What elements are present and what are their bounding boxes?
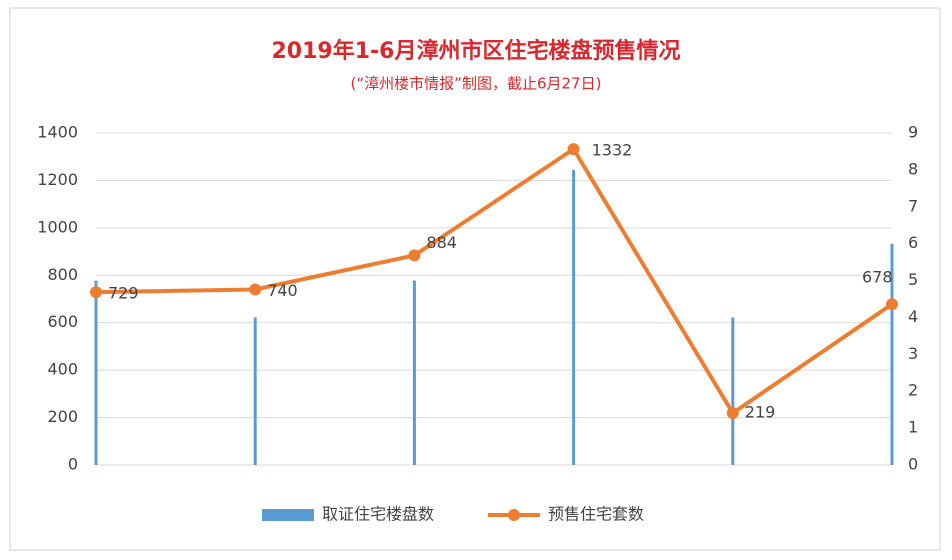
y-tick-label: 0 xyxy=(68,455,78,474)
bar xyxy=(572,169,576,465)
data-label: 729 xyxy=(108,284,139,303)
data-label: 884 xyxy=(426,233,457,252)
legend-label: 预售住宅套数 xyxy=(548,505,644,524)
bar xyxy=(253,317,257,465)
y2-tick-label: 7 xyxy=(908,196,918,215)
chart-subtitle: (“漳州楼市情报”制图，截止6月27日) xyxy=(351,75,602,93)
point xyxy=(408,249,421,262)
legend-label: 取证住宅楼盘数 xyxy=(322,505,434,524)
bar xyxy=(412,280,416,465)
point xyxy=(726,407,739,420)
y2-tick-label: 9 xyxy=(908,123,918,142)
y2-tick-label: 1 xyxy=(908,418,918,437)
chart-frame xyxy=(9,7,941,551)
y-tick-label: 400 xyxy=(47,360,78,379)
bar xyxy=(890,243,894,465)
point xyxy=(886,298,898,311)
bar xyxy=(731,317,735,465)
y2-tick-label: 5 xyxy=(908,270,918,289)
y2-tick-label: 4 xyxy=(908,307,918,326)
point xyxy=(249,283,262,296)
data-label: 678 xyxy=(862,268,893,287)
data-label: 740 xyxy=(267,281,298,300)
bar xyxy=(94,280,98,465)
y-tick-label: 1000 xyxy=(37,217,78,236)
point xyxy=(90,286,102,299)
line xyxy=(95,146,894,416)
y-tick-label: 1200 xyxy=(37,170,78,189)
y2-tick-label: 0 xyxy=(908,455,918,474)
legend-swatch xyxy=(262,509,314,521)
y-tick-label: 1400 xyxy=(37,123,78,142)
y-tick-label: 200 xyxy=(47,407,78,426)
legend-swatch xyxy=(508,509,520,521)
data-label: 219 xyxy=(745,403,776,422)
y2-tick-label: 3 xyxy=(908,344,918,363)
point xyxy=(567,143,580,156)
y2-tick-label: 6 xyxy=(908,233,918,252)
y-tick-label: 600 xyxy=(47,312,78,331)
y2-tick-label: 2 xyxy=(908,381,918,400)
y2-tick-label: 8 xyxy=(908,159,918,178)
data-label: 1332 xyxy=(592,141,633,160)
chart-title: 2019年1-6月漳州市区住宅楼盘预售情况 xyxy=(272,38,681,64)
y-tick-label: 800 xyxy=(47,265,78,284)
